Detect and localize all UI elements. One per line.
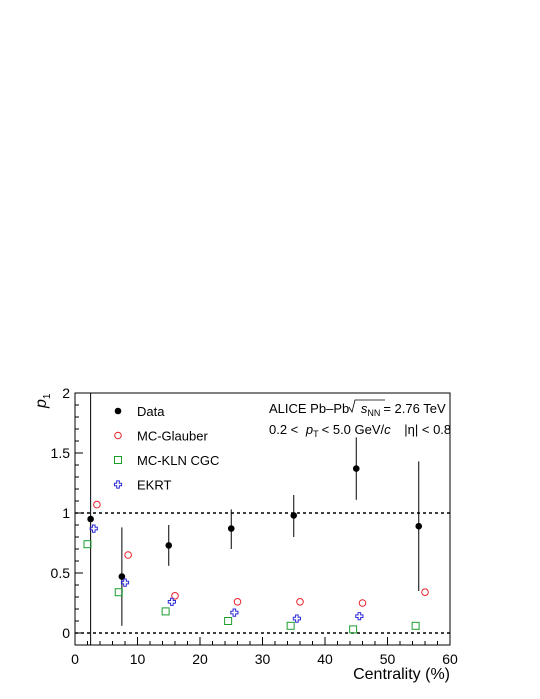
y-tick-label: 0: [62, 625, 70, 641]
point-ekrt: [120, 578, 130, 587]
legend-marker-mc-kln-cgc: [114, 456, 122, 464]
annotation-line-1: ALICE Pb–Pb sNN = 2.76 TeV: [269, 401, 446, 418]
point-data: [352, 465, 360, 472]
point-mc-kln-cgc: [286, 621, 295, 630]
point-ekrt: [355, 612, 364, 621]
legend-label-mc-glauber: MC-Glauber: [137, 429, 208, 444]
series-data: [87, 437, 423, 626]
point-ekrt: [89, 524, 98, 533]
point-mc-kln-cgc: [83, 540, 92, 549]
point-mc-glauber: [233, 598, 242, 606]
y-tick-label: 1: [62, 505, 70, 521]
annotation-pt-high: < 5.0 GeV/: [322, 422, 385, 437]
y-tick-label: 2: [62, 385, 70, 401]
point-data: [165, 542, 173, 549]
y-axis-title: p1: [33, 393, 53, 409]
point-mc-kln-cgc: [349, 625, 358, 634]
y-tick-label: 0.5: [51, 565, 71, 581]
annotation: ALICE Pb–Pb sNN = 2.76 TeV 0.2 < pT < 5.0 …: [269, 399, 451, 439]
point-data: [415, 522, 423, 530]
point-mc-kln-cgc: [161, 607, 170, 616]
annotation-p-sub: T: [313, 429, 319, 439]
annotation-p: p: [305, 422, 313, 437]
point-data: [87, 515, 94, 523]
legend-marker-mc-glauber: [114, 431, 122, 440]
y-axis: 0 0.5 1 1.5 2: [51, 385, 83, 646]
x-tick-label: 50: [380, 651, 396, 667]
legend-marker-ekrt: [113, 480, 123, 489]
x-tick-label: 10: [130, 651, 146, 667]
point-ekrt: [230, 608, 239, 617]
legend-label-mc-kln-cgc: MC-KLN CGC: [137, 453, 219, 468]
annotation-c: c: [384, 422, 391, 437]
annotation-eta: |η| < 0.8: [404, 422, 451, 437]
point-mc-glauber: [296, 598, 304, 606]
point-mc-glauber: [93, 500, 101, 509]
legend-marker-data: [114, 407, 122, 415]
legend-label-data: Data: [137, 404, 165, 419]
x-tick-label: 20: [192, 651, 208, 667]
annotation-sqrt-s: s: [361, 401, 368, 416]
series-mc-glauber: [93, 500, 429, 607]
x-axis: 0 10 20 30 40 50 60: [71, 637, 458, 667]
point-ekrt: [292, 614, 301, 623]
x-tick-label: 30: [255, 651, 271, 667]
point-data: [227, 525, 235, 532]
series-ekrt: [89, 524, 364, 623]
x-axis-title: Centrality (%): [353, 666, 450, 683]
series-mc-kln-cgc: [83, 540, 420, 634]
sqrt-symbol: [348, 399, 385, 414]
chart-marks: [83, 437, 429, 634]
annotation-energy: = 2.76 TeV: [383, 401, 446, 416]
annotation-line-2: 0.2 < pT < 5.0 GeV/c |η| < 0.8: [269, 422, 451, 439]
annotation-sqrt-sub: NN: [367, 408, 380, 418]
x-tick-label: 40: [317, 651, 333, 667]
point-data: [290, 512, 298, 519]
point-mc-kln-cgc: [411, 621, 420, 630]
point-mc-glauber: [124, 551, 132, 559]
point-data: [118, 573, 126, 580]
y-tick-label: 1.5: [51, 445, 71, 461]
y-axis-title-p: p: [33, 399, 50, 409]
point-mc-glauber: [421, 588, 429, 597]
x-tick-label: 0: [71, 651, 79, 667]
annotation-pt-low: 0.2 <: [269, 422, 298, 437]
point-mc-kln-cgc: [224, 617, 233, 625]
legend: Data MC-Glauber MC-KLN CGC EKRT: [113, 404, 219, 493]
x-tick-label: 60: [442, 651, 458, 667]
annotation-system: ALICE Pb–Pb: [269, 401, 349, 416]
point-mc-kln-cgc: [114, 588, 123, 597]
point-mc-glauber: [358, 599, 367, 607]
y-axis-title-sub: 1: [42, 393, 53, 399]
legend-label-ekrt: EKRT: [137, 478, 171, 493]
point-ekrt: [167, 597, 176, 606]
point-mc-glauber: [171, 592, 179, 600]
